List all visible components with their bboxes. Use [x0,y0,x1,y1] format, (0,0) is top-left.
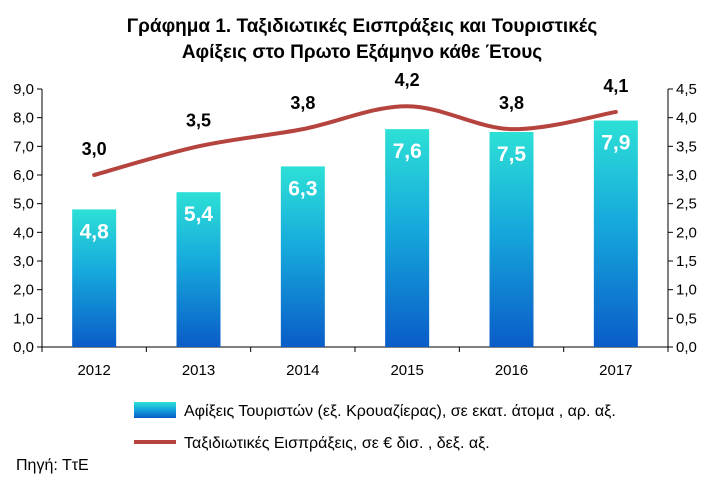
y-right-tick-label: 0,5 [676,310,697,327]
y-right-tick-label: 2,0 [676,224,697,241]
y-right-tick-label: 2,5 [676,196,697,213]
legend: Αφίξεις Τουριστών (εξ. Κρουαζίερας), σε … [134,402,616,452]
bar [489,132,534,347]
bars [72,120,638,348]
x-tick-label: 2016 [495,362,528,379]
line-data-label: 3,8 [499,93,524,113]
bar-data-label: 4,8 [80,220,110,243]
bar-data-label: 5,4 [184,203,214,226]
y-right-tick-label: 1,5 [676,253,697,270]
legend-swatch-bar [134,402,176,418]
bar-data-label: 7,9 [601,132,630,155]
y-left-tick-label: 2,0 [13,282,34,299]
y-left-tick-label: 3,0 [13,253,34,270]
y-left-tick-label: 8,0 [13,110,34,127]
y-left-tick-label: 5,0 [13,196,34,213]
y-right-tick-label: 4,5 [676,81,697,98]
axes: 0,0 1,0 2,0 3,0 4,0 5,0 6,0 7,0 8,0 9,0 0,0 0,5 1,0 1… [13,81,697,379]
line-series [92,104,618,177]
line-data-label: 3,0 [82,139,107,159]
bar-data-label: 7,6 [393,140,422,163]
y-left-tick-label: 1,0 [13,310,34,327]
bar-data-label: 7,5 [497,143,527,166]
y-left-tick-label: 4,0 [13,224,34,241]
line-data-label: 4,2 [395,70,420,90]
y-left-tick-label: 0,0 [13,339,34,356]
bar [593,120,638,348]
line-data-label: 3,5 [186,110,211,130]
y-right-tick-label: 4,0 [676,110,697,127]
legend-label-bar: Αφίξεις Τουριστών (εξ. Κρουαζίερας), σε … [184,403,616,420]
y-left-tick-label: 7,0 [13,138,34,155]
x-tick-label: 2017 [599,362,632,379]
y-right-tick-label: 3,5 [676,138,697,155]
y-right-tick-label: 1,0 [676,282,697,299]
x-tick-label: 2015 [390,362,423,379]
bar [176,192,221,347]
bar [280,166,325,347]
line-series-path [92,104,618,177]
x-tick-label: 2014 [286,362,319,379]
y-left-tick-label: 9,0 [13,81,34,98]
x-tick-label: 2013 [182,362,215,379]
x-tick-label: 2012 [77,362,110,379]
y-left-tick-label: 6,0 [13,167,34,184]
legend-label-line: Ταξιδιωτικές Εισπράξεις, σε € δισ. , δεξ… [184,435,490,452]
line-data-label: 3,8 [290,93,315,113]
y-right-tick-label: 0,0 [676,339,697,356]
bar-data-label: 6,3 [288,177,317,200]
y-right-tick-label: 3,0 [676,167,697,184]
chart-title-line1: Γράφημα 1. Ταξιδιωτικές Εισπράξεις και Τ… [127,16,598,37]
chart-title-line2: Αφίξεις στο Πρωτο Εξάμηνο κάθε Έτους [182,42,542,63]
bar [72,209,117,347]
source-note: Πηγή: ΤτΕ [16,457,89,474]
line-data-label: 4,1 [603,76,628,96]
data-labels: 4,8 5,4 6,3 7,6 7,5 7,9 3,0 3,5 3,8 4,2 3,8 4,1 [80,70,631,243]
bar [385,129,430,347]
